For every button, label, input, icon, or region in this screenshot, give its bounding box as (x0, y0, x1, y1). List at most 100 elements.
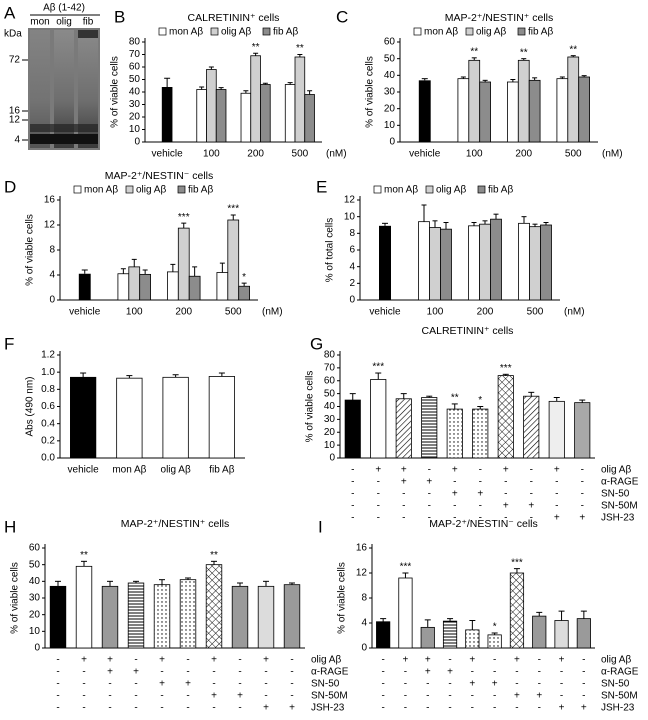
bar (395, 398, 412, 459)
bar (540, 224, 552, 301)
treatment-sign: - (493, 703, 496, 714)
treatment-sign: - (56, 655, 59, 666)
treatment-sign: - (538, 679, 541, 690)
treatment-sign: + (263, 655, 269, 666)
treatment-label: SN-50 (601, 679, 630, 690)
treatment-sign: - (404, 691, 407, 702)
treatment-sign: - (351, 513, 354, 524)
y-axis-label: % of total cells (325, 218, 336, 282)
gel-unit: kDa (4, 29, 22, 40)
lane-label: fib (83, 17, 94, 28)
bar (294, 56, 306, 143)
treatment-sign: - (493, 667, 496, 678)
treatment-sign: - (238, 655, 241, 666)
legend-label: olig Aβ (436, 185, 466, 196)
treatment-sign: - (530, 477, 533, 488)
control-bar (78, 273, 91, 300)
treatment-sign: + (159, 655, 165, 666)
y-axis-label: % of viable cells (365, 56, 376, 128)
y-tick-label: 8 (49, 245, 55, 256)
bar (479, 81, 491, 143)
treatment-sign: - (493, 691, 496, 702)
x-tick-label: vehicle (68, 465, 100, 476)
y-tick-label: 20 (29, 609, 41, 620)
legend-label: olig Aβ (221, 27, 251, 38)
legend-swatch (413, 27, 422, 36)
treatment-sign: - (560, 679, 563, 690)
significance: ** (470, 46, 478, 57)
treatment-sign: - (538, 655, 541, 666)
bar (117, 273, 130, 301)
y-tick-label: 10 (324, 440, 336, 451)
bar (554, 620, 569, 649)
y-tick-label: 60 (129, 62, 141, 73)
treatment-sign: - (290, 691, 293, 702)
treatment-sign: - (186, 703, 189, 714)
treatment-sign: - (515, 703, 518, 714)
y-tick-label: 40 (324, 401, 336, 412)
treatment-sign: - (264, 691, 267, 702)
legend-swatch (210, 27, 219, 36)
y-axis-label: % of viable cells (337, 562, 348, 634)
y-axis-label: % of viable cells (25, 214, 36, 286)
y-tick-label: 0.2 (41, 435, 55, 446)
x-tick-label: 100 (427, 307, 444, 318)
y-tick-label: 30 (384, 87, 396, 98)
bar (465, 629, 480, 649)
treatment-sign: - (582, 679, 585, 690)
y-tick-label: 1.2 (41, 350, 55, 361)
treatment-sign: - (404, 703, 407, 714)
treatment-sign: + (426, 477, 432, 488)
chart-title: MAP-2⁺/NESTIN⁻ cells (429, 518, 538, 530)
bar (257, 585, 275, 649)
significance: ** (569, 44, 577, 55)
treatment-sign: - (134, 655, 137, 666)
significance: ** (210, 550, 218, 561)
treatment-sign: + (528, 501, 534, 512)
bar (468, 225, 480, 301)
bar (490, 218, 502, 301)
legend-swatch (517, 27, 526, 36)
bar (206, 69, 217, 143)
treatment-sign: + (492, 679, 498, 690)
significance: * (493, 622, 497, 633)
legend-label: fib Aβ (528, 27, 553, 38)
treatment-sign: + (477, 489, 483, 500)
treatment-sign: - (404, 679, 407, 690)
treatment-sign: - (160, 703, 163, 714)
y-tick-label: 8 (361, 593, 367, 604)
treatment-sign: - (479, 477, 482, 488)
bar (556, 78, 569, 143)
treatment-sign: - (471, 667, 474, 678)
marker-label: 16 (9, 106, 21, 117)
control-bar (379, 225, 391, 300)
panel-letter: G (310, 334, 323, 353)
treatment-sign: - (448, 655, 451, 666)
bar (576, 618, 591, 649)
bar (167, 271, 179, 301)
significance: *** (400, 562, 412, 573)
bar (75, 565, 93, 649)
treatment-sign: - (377, 513, 380, 524)
treatment-sign: - (290, 667, 293, 678)
treatment-sign: - (504, 513, 507, 524)
treatment-sign: + (503, 465, 509, 476)
treatment-sign: - (479, 513, 482, 524)
treatment-sign: - (582, 691, 585, 702)
treatment-label: olig Aβ (601, 465, 631, 476)
panel-letter: F (4, 334, 14, 353)
treatment-sign: - (555, 501, 558, 512)
treatment-sign: + (401, 477, 407, 488)
bar (284, 84, 296, 143)
y-tick-label: 60 (29, 543, 41, 554)
treatment-sign: - (381, 703, 384, 714)
y-tick-label: 0 (389, 137, 395, 148)
x-tick-label: 500 (292, 149, 309, 160)
treatment-sign: + (469, 655, 475, 666)
y-tick-label: 12 (356, 568, 368, 579)
treatment-sign: - (56, 703, 59, 714)
bar (101, 585, 119, 649)
y-tick-label: 12 (344, 195, 356, 206)
bar (446, 408, 463, 459)
treatment-sign: - (108, 691, 111, 702)
